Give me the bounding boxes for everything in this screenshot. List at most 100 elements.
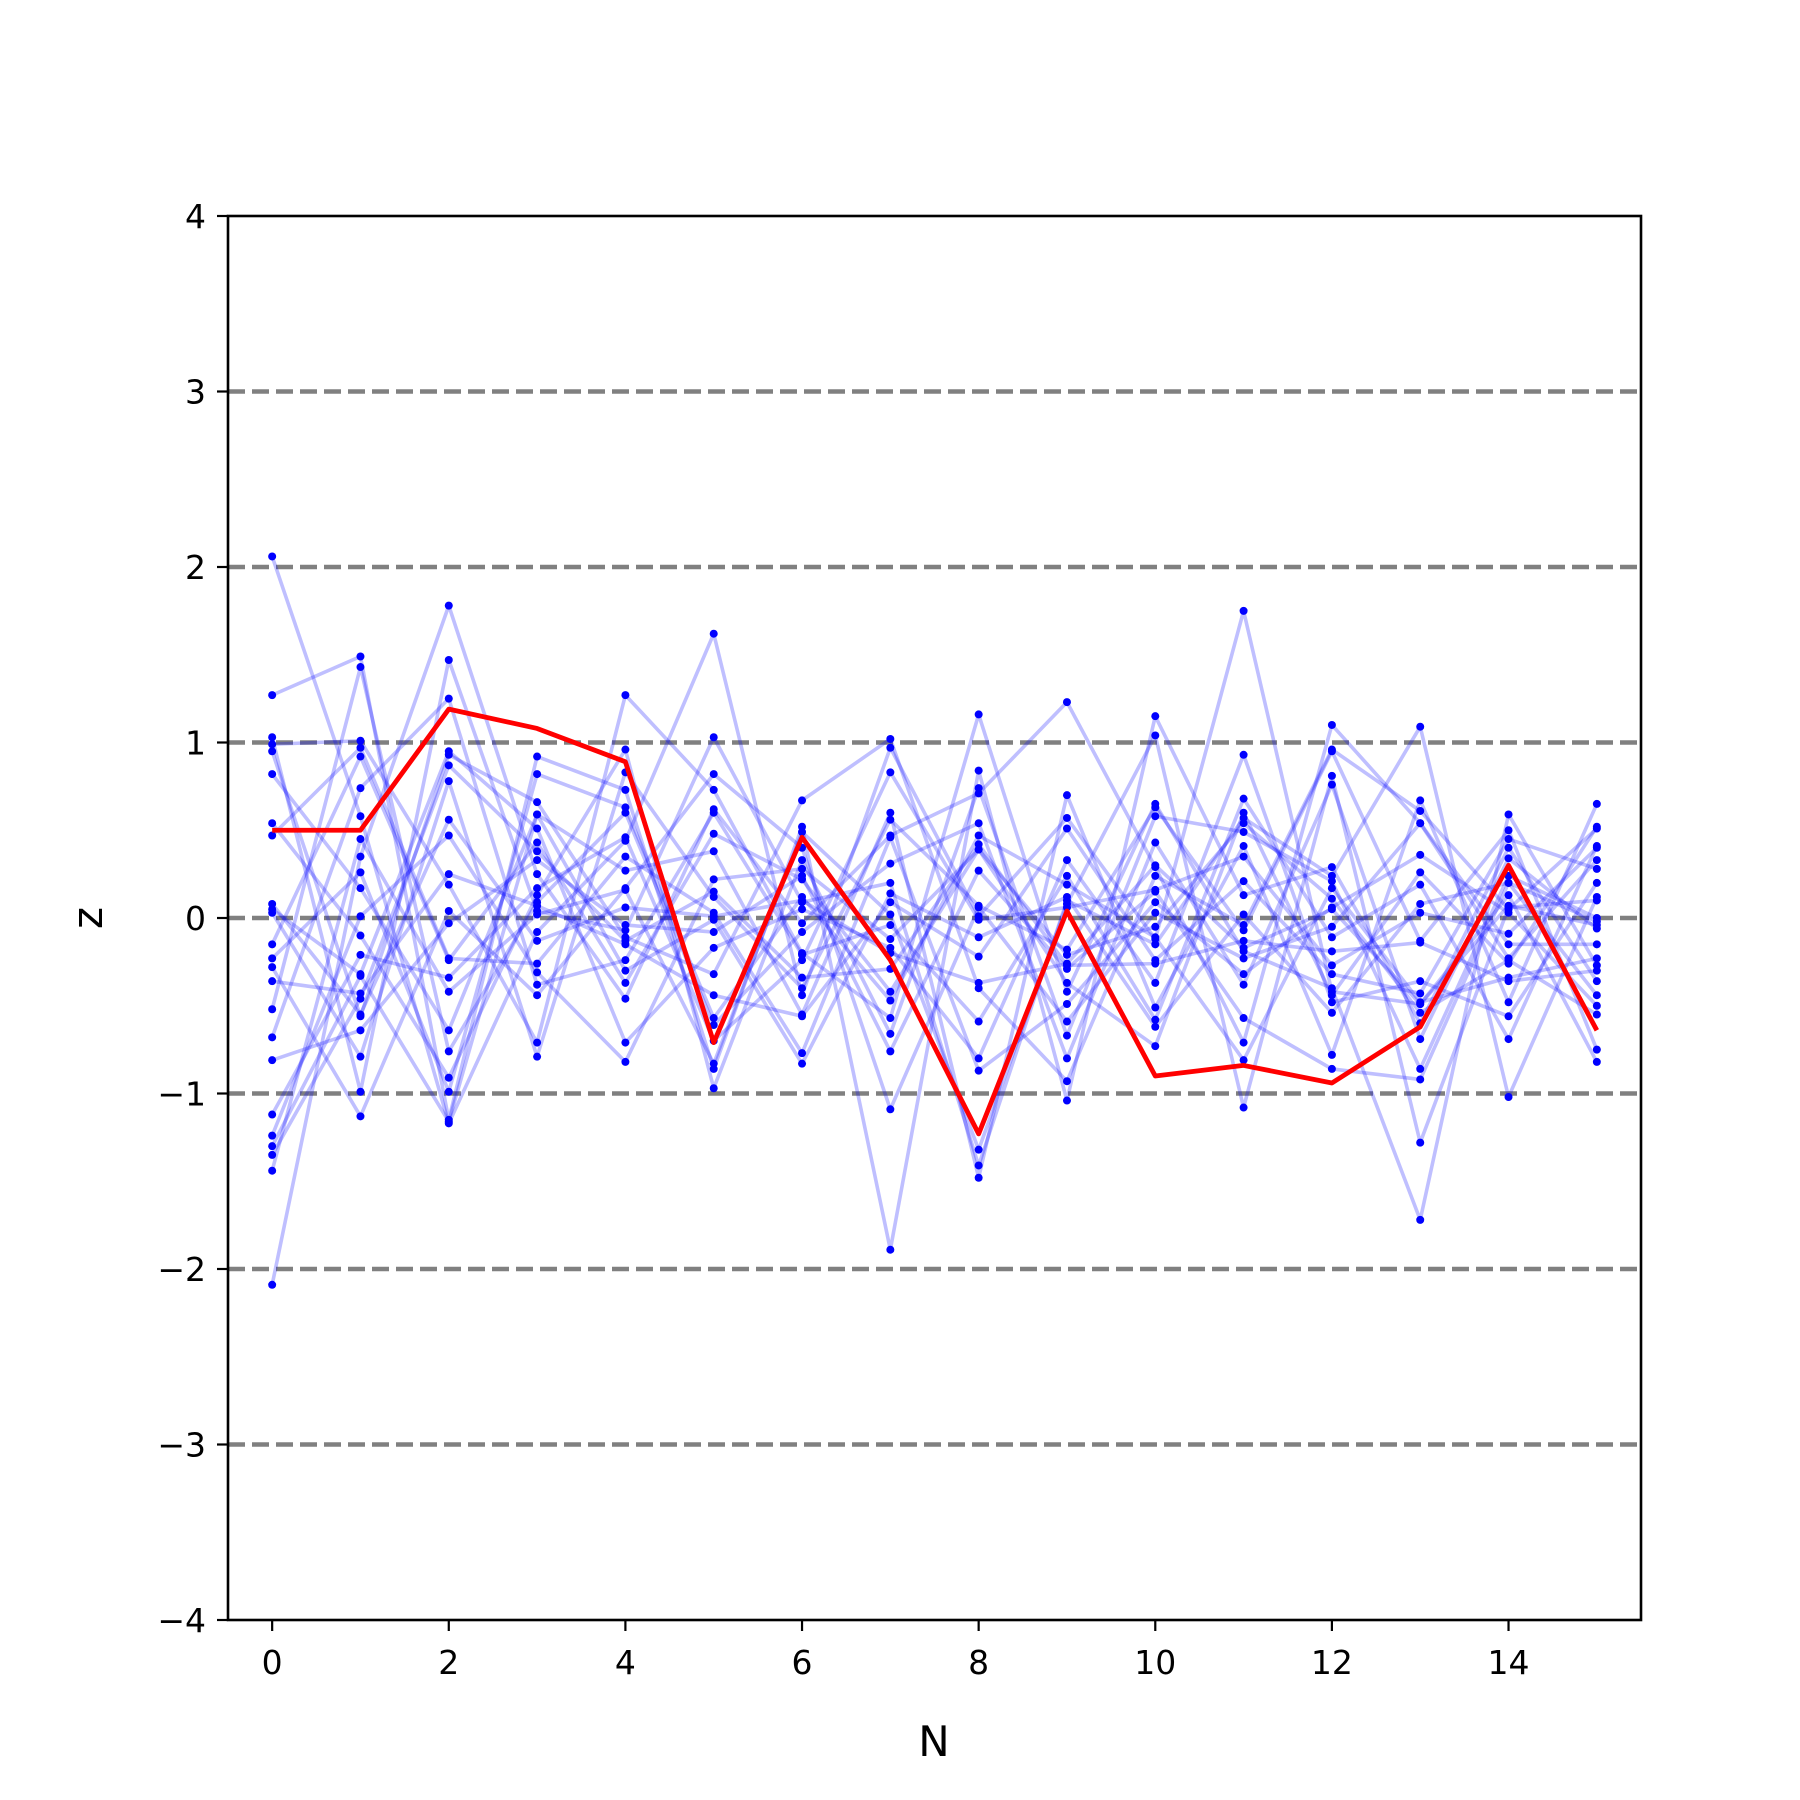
background-series-point bbox=[356, 1026, 365, 1035]
background-series-point bbox=[1151, 1015, 1160, 1024]
background-series-point bbox=[1592, 1001, 1601, 1010]
background-series-point bbox=[1062, 1031, 1071, 1040]
background-series-point bbox=[268, 1131, 277, 1140]
background-series-point bbox=[974, 866, 983, 875]
background-series-point bbox=[356, 931, 365, 940]
background-series-point bbox=[798, 856, 807, 865]
background-series-point bbox=[1062, 959, 1071, 968]
background-series-point bbox=[533, 798, 542, 807]
background-series-point bbox=[356, 752, 365, 761]
background-series-point bbox=[1416, 1075, 1425, 1084]
background-series-point bbox=[1504, 956, 1513, 965]
background-series-line bbox=[270, 812, 1598, 1147]
background-series-point bbox=[1151, 959, 1160, 968]
background-series-point bbox=[1416, 938, 1425, 947]
background-series-point bbox=[533, 1052, 542, 1061]
background-series-point bbox=[1239, 1038, 1248, 1047]
background-series-point bbox=[268, 831, 277, 840]
background-series-point bbox=[1239, 910, 1248, 919]
background-series-point bbox=[1592, 940, 1601, 949]
background-series-point bbox=[1239, 954, 1248, 963]
background-series-point bbox=[1151, 712, 1160, 721]
background-series-point bbox=[1062, 813, 1071, 822]
background-series-point bbox=[1592, 977, 1601, 986]
background-series-point bbox=[1592, 878, 1601, 887]
background-series-point bbox=[356, 971, 365, 980]
background-series-point bbox=[709, 1059, 718, 1068]
background-series-line bbox=[270, 733, 1597, 1172]
x-tick-label: 4 bbox=[615, 1643, 636, 1682]
background-series-point bbox=[1151, 812, 1160, 821]
background-series-point bbox=[444, 880, 453, 889]
background-series-point bbox=[1327, 1050, 1336, 1059]
background-series-point bbox=[1239, 750, 1248, 759]
background-series-point bbox=[1592, 864, 1601, 873]
y-axis-label: z bbox=[63, 907, 112, 929]
background-series-point bbox=[1062, 999, 1071, 1008]
background-series-point bbox=[798, 796, 807, 805]
background-series-point bbox=[1327, 991, 1336, 1000]
background-series-point bbox=[886, 1029, 895, 1038]
background-series-point bbox=[268, 899, 277, 908]
background-series-point bbox=[444, 656, 453, 665]
background-series-point bbox=[1504, 1035, 1513, 1044]
background-series-point bbox=[886, 833, 895, 842]
background-series-point bbox=[1239, 1056, 1248, 1065]
background-series-point bbox=[1062, 892, 1071, 901]
background-series-point bbox=[356, 812, 365, 821]
background-series-point bbox=[268, 1056, 277, 1065]
background-series-point bbox=[1151, 922, 1160, 931]
background-series-point bbox=[1327, 984, 1336, 993]
background-series-point bbox=[709, 770, 718, 779]
background-series-point bbox=[356, 852, 365, 861]
background-series-point bbox=[356, 868, 365, 877]
background-series-point bbox=[1504, 810, 1513, 819]
background-series-line bbox=[270, 745, 1599, 1073]
background-series-point bbox=[1416, 1215, 1425, 1224]
background-series-point bbox=[356, 884, 365, 893]
background-series-point bbox=[1239, 891, 1248, 900]
background-series-point bbox=[444, 1117, 453, 1126]
background-series-point bbox=[1504, 977, 1513, 986]
background-series-point bbox=[709, 847, 718, 856]
background-series-point bbox=[533, 980, 542, 989]
x-tick-label: 8 bbox=[968, 1643, 989, 1682]
background-series-point bbox=[444, 870, 453, 879]
background-series-point bbox=[268, 1110, 277, 1119]
y-tick-label: 0 bbox=[185, 899, 206, 938]
background-series-point bbox=[1062, 950, 1071, 959]
background-series-point bbox=[444, 1073, 453, 1082]
background-series-point bbox=[1504, 940, 1513, 949]
background-series-point bbox=[356, 652, 365, 661]
y-tick-label: −4 bbox=[157, 1601, 206, 1640]
background-series-point bbox=[1592, 1045, 1601, 1054]
background-series-point bbox=[886, 768, 895, 777]
background-series-point bbox=[886, 1105, 895, 1114]
background-series-point bbox=[1062, 1077, 1071, 1086]
y-axis-ticks: −4 −3 −2 −1 0 1 2 3 4 bbox=[157, 197, 228, 1640]
background-series-point bbox=[268, 908, 277, 917]
background-series-point bbox=[886, 1245, 895, 1254]
background-series-point bbox=[1327, 905, 1336, 914]
background-series-point bbox=[886, 889, 895, 898]
background-series-point bbox=[1416, 806, 1425, 815]
background-series-point bbox=[268, 747, 277, 756]
background-series-line bbox=[271, 826, 1598, 1019]
background-series-point bbox=[709, 785, 718, 794]
background-series-point bbox=[1592, 822, 1601, 831]
background-series-point bbox=[1239, 1103, 1248, 1112]
x-axis-label: N bbox=[918, 1717, 949, 1766]
background-series-point bbox=[621, 885, 630, 894]
background-series-point bbox=[444, 1047, 453, 1056]
background-series-point bbox=[1239, 852, 1248, 861]
y-tick-label: 4 bbox=[185, 197, 206, 236]
background-series-point bbox=[1416, 1138, 1425, 1147]
background-series-line bbox=[270, 772, 1598, 1094]
background-series-point bbox=[974, 819, 983, 828]
background-series-point bbox=[356, 912, 365, 921]
background-series-point bbox=[1504, 891, 1513, 900]
background-series-point bbox=[886, 878, 895, 887]
background-series-point bbox=[621, 1057, 630, 1066]
background-series-point bbox=[268, 963, 277, 972]
background-series-point bbox=[886, 743, 895, 752]
